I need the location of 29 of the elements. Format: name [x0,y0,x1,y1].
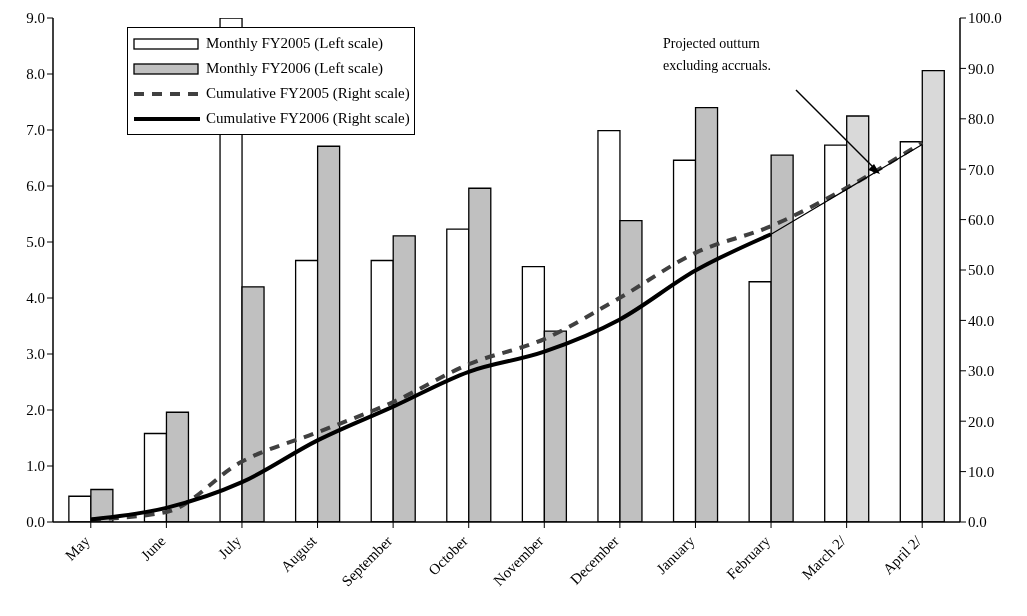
y-tick-label: 7.0 [26,122,45,139]
y-tick-label: 4.0 [26,290,45,307]
x-tick-label: July [215,532,245,562]
y2-tick-label: 90.0 [968,60,995,77]
y2-tick-label: 50.0 [968,262,995,279]
y2-tick-label: 20.0 [968,413,995,430]
legend-label: Monthly FY2005 (Left scale) [206,34,384,53]
y-tick-label: 3.0 [26,346,45,363]
y2-tick-label: 60.0 [968,211,995,228]
y-tick-label: 1.0 [26,458,45,475]
annotation: Projected outturn excluding accruals. [663,36,772,73]
y-tick-label: 5.0 [26,234,45,251]
y2-tick-label: 40.0 [968,312,995,329]
y-tick-label: 6.0 [26,178,45,195]
y-tick-label: 0.0 [26,514,45,531]
legend-label: Cumulative FY2005 (Right scale) [206,84,410,103]
x-tick-label: June [137,532,169,564]
y2-tick-label: 0.0 [968,514,987,531]
y2-tick-label: 100.0 [968,10,1002,27]
y2-tick-label: 10.0 [968,463,995,480]
y-tick-label: 2.0 [26,402,45,419]
y-tick-label: 8.0 [26,66,45,83]
legend-label: Monthly FY2006 (Left scale) [206,59,384,78]
y2-tick-label: 80.0 [968,111,995,128]
y2-tick-label: 70.0 [968,161,995,178]
x-tick-label: May [62,532,94,564]
legend-label: Cumulative FY2006 (Right scale) [206,109,410,128]
y-tick-label: 9.0 [26,10,45,27]
y2-tick-label: 30.0 [968,363,995,380]
